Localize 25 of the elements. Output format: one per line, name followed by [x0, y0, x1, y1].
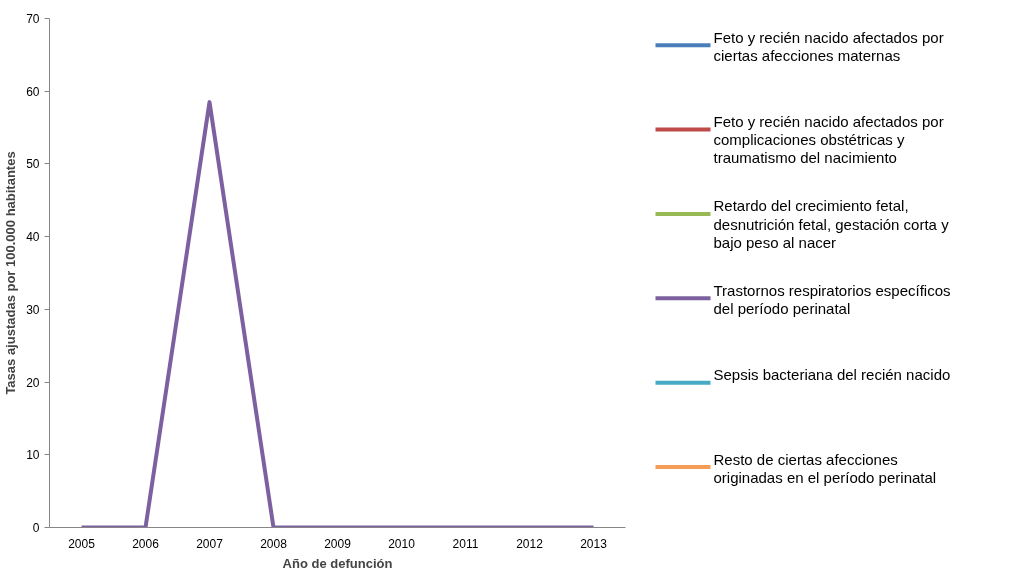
y-tick-label: 20: [26, 375, 40, 390]
x-tick-label: 2013: [580, 536, 608, 551]
legend-label: Feto y recién nacido afectados por complicaciones obstétricas y traumatismo del nacimiento: [713, 113, 944, 167]
y-tick-label: 10: [26, 448, 40, 463]
legend-label: Trastornos respiratorios específicos del período perinatal: [713, 281, 951, 318]
x-axis-title: Año de defunción: [282, 555, 393, 571]
legend-label: Feto y recién nacido afectados por ciertas afecciones maternas: [713, 28, 944, 64]
x-tick-label: 2010: [388, 536, 416, 551]
x-tick-label: 2009: [324, 536, 352, 551]
legend-label: Retardo del crecimiento fetal, desnutrición fetal, gestación corta y bajo peso al nacer: [713, 197, 950, 251]
x-tick-label: 2007: [196, 536, 224, 551]
legend-label: Sepsis bacteriana del recién nacido: [713, 366, 951, 384]
y-tick-label: 0: [32, 521, 40, 535]
y-tick-label: 50: [26, 157, 40, 172]
x-tick-label: 2012: [516, 536, 544, 551]
x-tick-label: 2005: [68, 536, 96, 551]
x-tick-label: 2006: [132, 536, 160, 551]
y-tick-label: 70: [26, 12, 40, 26]
x-tick-label: 2011: [452, 536, 479, 551]
legend-label: Resto de ciertas afecciones originadas en el período perinatal: [713, 450, 937, 486]
y-axis-title: Tasas ajustadas por 100.000 habitantes: [3, 151, 19, 395]
y-tick-label: 30: [26, 302, 40, 317]
y-tick-label: 40: [26, 230, 40, 245]
y-tick-label: 60: [26, 84, 40, 99]
x-tick-label: 2008: [260, 536, 288, 551]
